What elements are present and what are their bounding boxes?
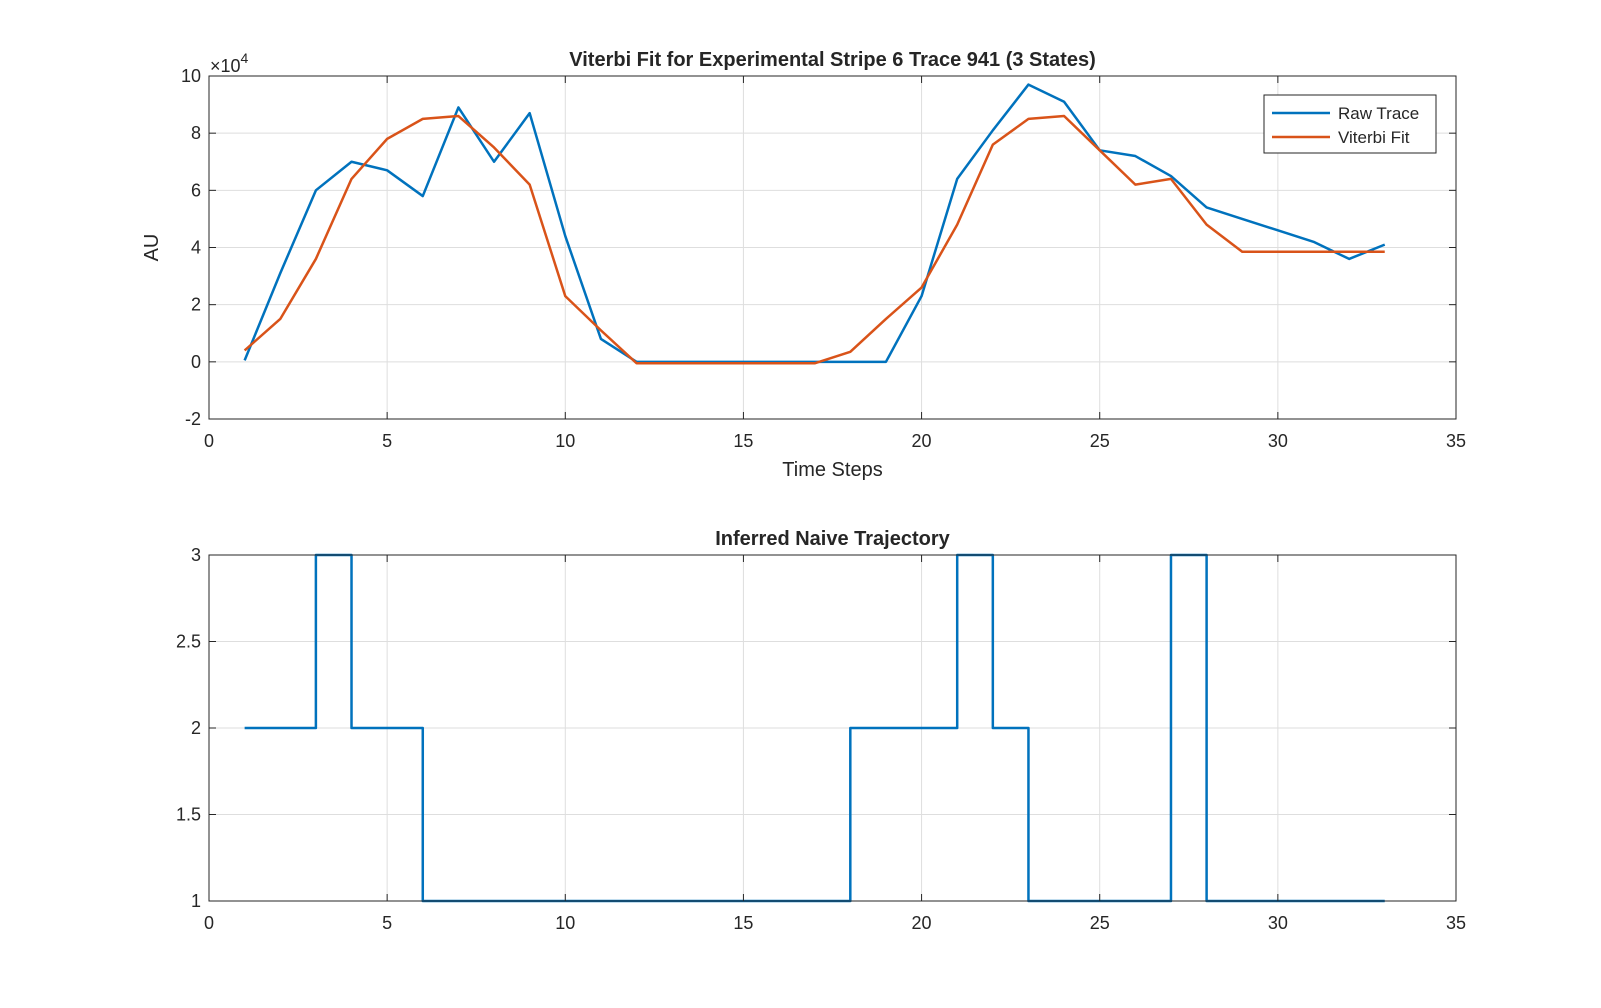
exponent-base: ×10 xyxy=(210,56,241,76)
x-tick-label: 30 xyxy=(1268,431,1288,451)
y-tick-label: -2 xyxy=(185,409,201,429)
x-tick-label: 35 xyxy=(1446,913,1466,933)
legend: Raw Trace Viterbi Fit xyxy=(1263,94,1437,154)
x-tick-label: 25 xyxy=(1090,913,1110,933)
x-tick-label: 0 xyxy=(204,913,214,933)
x-tick-label: 20 xyxy=(912,913,932,933)
legend-label: Viterbi Fit xyxy=(1338,128,1410,147)
y-tick-label: 1 xyxy=(191,891,201,911)
x-tick-label: 10 xyxy=(555,913,575,933)
x-tick-label: 30 xyxy=(1268,913,1288,933)
y-tick-label: 6 xyxy=(191,180,201,200)
y-tick-label: 0 xyxy=(191,352,201,372)
x-tick-label: 5 xyxy=(382,913,392,933)
y-axis-label: AU xyxy=(141,234,163,262)
exponent-power: 4 xyxy=(241,50,249,66)
y-tick-label: 3 xyxy=(191,545,201,565)
x-tick-label: 20 xyxy=(912,431,932,451)
y-tick-label: 10 xyxy=(181,66,201,86)
y-tick-label: 2 xyxy=(191,718,201,738)
y-tick-label: 8 xyxy=(191,123,201,143)
legend-box xyxy=(1263,94,1437,154)
chart-title: Inferred Naive Trajectory xyxy=(715,528,950,550)
x-axis-label: Time Steps xyxy=(782,459,882,481)
x-tick-label: 10 xyxy=(555,431,575,451)
series-line-viterbi-fit xyxy=(243,114,1385,365)
y-exponent-label: ×104 xyxy=(210,50,249,76)
y-tick-label: 1.5 xyxy=(176,805,201,825)
x-tick-label: 15 xyxy=(733,913,753,933)
legend-label: Raw Trace xyxy=(1338,104,1419,123)
y-tick-label: 4 xyxy=(191,238,201,258)
x-tick-label: 0 xyxy=(204,431,214,451)
y-tick-label: 2.5 xyxy=(176,632,201,652)
x-tick-label: 5 xyxy=(382,431,392,451)
x-tick-label: 15 xyxy=(733,431,753,451)
axes-inferred-trajectory: 0 5 10 15 20 25 30 35 1 1.5 2 2.5 3 Inferred Naive Tr… xyxy=(176,528,1466,933)
x-tick-label: 35 xyxy=(1446,431,1466,451)
series-line-raw-trace xyxy=(243,83,1386,364)
x-tick-label: 25 xyxy=(1090,431,1110,451)
chart-title: Viterbi Fit for Experimental Stripe 6 Tr… xyxy=(569,49,1096,71)
y-tick-label: 2 xyxy=(191,295,201,315)
